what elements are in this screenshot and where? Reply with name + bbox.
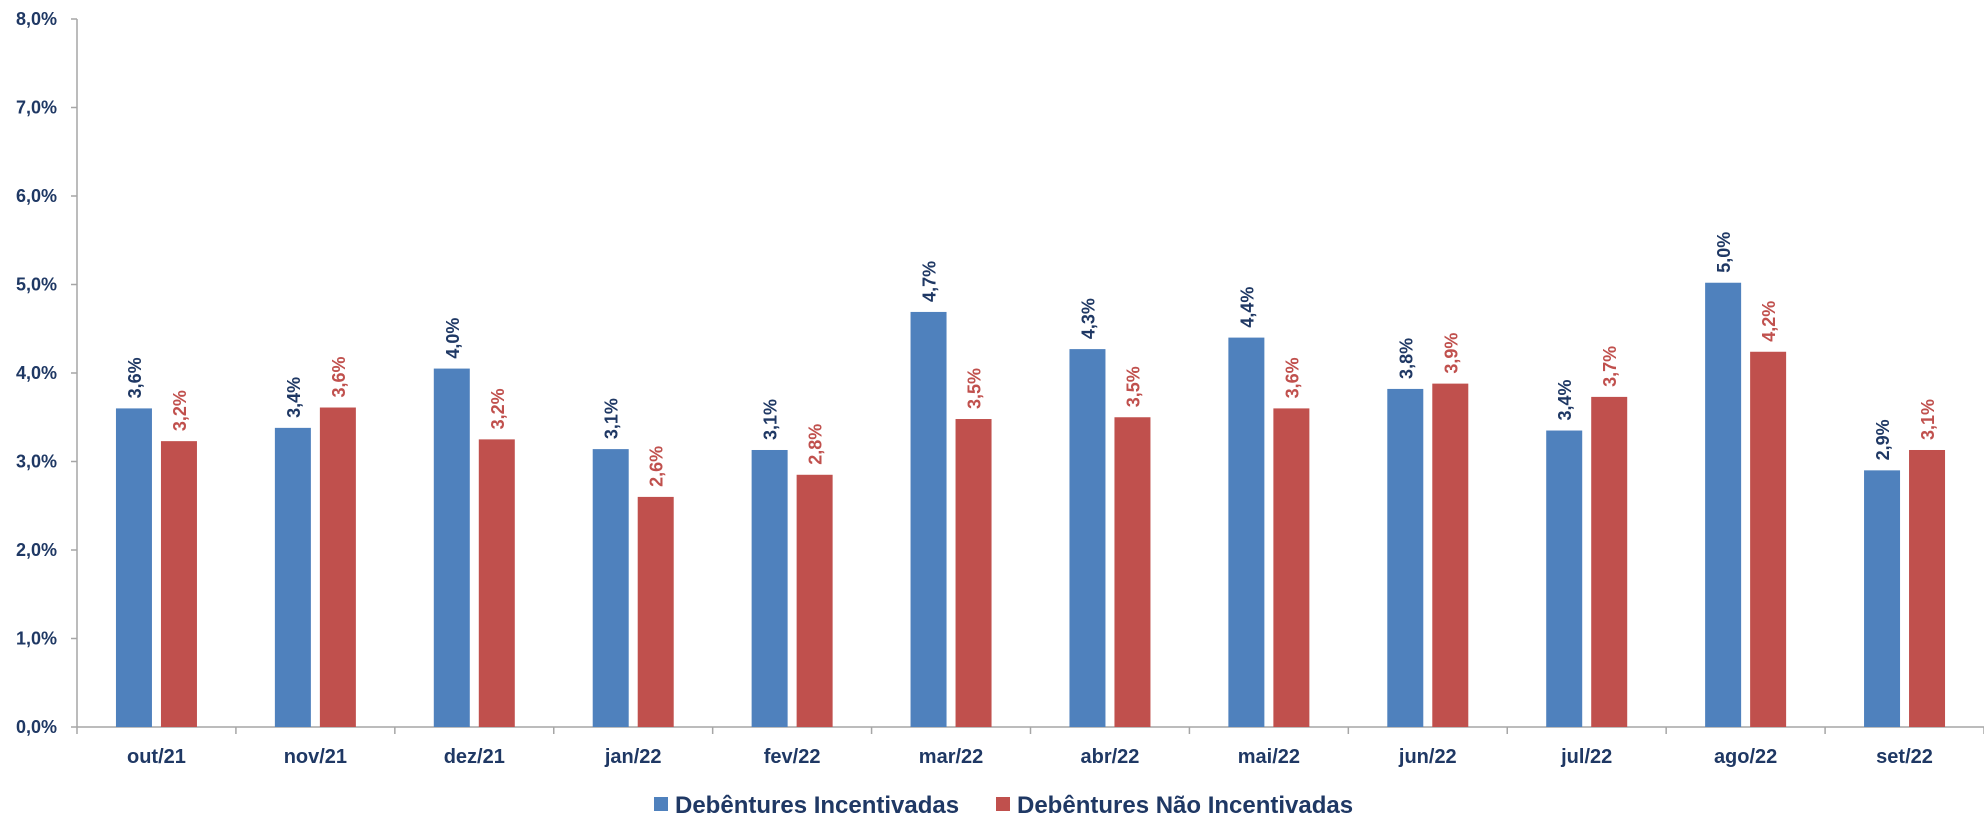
y-tick-label: 6,0%	[16, 186, 57, 206]
y-tick-label: 2,0%	[16, 540, 57, 560]
data-label: 4,4%	[1237, 287, 1257, 328]
x-tick-label: mai/22	[1238, 746, 1300, 768]
data-label: 4,2%	[1759, 301, 1779, 342]
data-label: 2,8%	[806, 424, 826, 465]
data-label: 3,6%	[1282, 357, 1302, 398]
x-axis: out/21 nov/21 dez/21 jan/22 fev/22 mar/22 abr/…	[76, 726, 1984, 768]
bar	[955, 419, 992, 727]
legend-label: Debêntures Não Incentivadas	[1017, 792, 1353, 818]
bar	[637, 496, 674, 727]
data-label: 3,6%	[125, 357, 145, 398]
bar	[319, 407, 356, 727]
x-tick-label: jul/22	[1560, 746, 1612, 768]
data-label: 3,4%	[1555, 379, 1575, 420]
data-label: 3,8%	[1396, 338, 1416, 379]
data-label: 4,3%	[1078, 298, 1098, 339]
x-tick-label: mar/22	[919, 746, 984, 768]
x-tick-label: out/21	[127, 746, 186, 768]
bar	[1864, 470, 1901, 727]
bar	[1909, 449, 1946, 727]
bar	[274, 427, 311, 727]
data-label: 3,4%	[284, 377, 304, 418]
data-label: 3,2%	[488, 388, 508, 429]
bar	[1750, 351, 1787, 727]
bar	[1228, 337, 1265, 727]
x-tick-label: ago/22	[1714, 746, 1777, 768]
y-tick-label: 1,0%	[16, 629, 57, 649]
legend-swatch	[654, 797, 668, 811]
x-tick-label: nov/21	[284, 746, 347, 768]
y-tick-label: 7,0%	[16, 98, 57, 118]
bar	[1432, 383, 1469, 727]
data-label: 4,0%	[443, 318, 463, 359]
x-tick-label: fev/22	[764, 746, 821, 768]
data-label: 3,1%	[1918, 399, 1938, 440]
y-tick-label: 8,0%	[16, 9, 57, 29]
bar	[433, 368, 470, 727]
data-label: 3,5%	[965, 368, 985, 409]
bar	[751, 449, 788, 727]
x-tick-label: jun/22	[1398, 746, 1457, 768]
data-label: 3,1%	[761, 399, 781, 440]
data-label: 3,7%	[1600, 346, 1620, 387]
y-axis: 0,0% 1,0% 2,0% 3,0% 4,0% 5,0% 6,0% 7,0% 8,0%	[16, 9, 78, 737]
legend-label: Debêntures Incentivadas	[675, 792, 959, 818]
bar	[1546, 430, 1583, 727]
x-tick-label: dez/21	[444, 746, 505, 768]
data-label: 2,9%	[1873, 419, 1893, 460]
x-tick-label: set/22	[1876, 746, 1933, 768]
bar	[1705, 282, 1742, 727]
y-tick-label: 5,0%	[16, 275, 57, 295]
data-label: 3,6%	[329, 356, 349, 397]
y-tick-label: 4,0%	[16, 363, 57, 383]
bar	[478, 439, 515, 727]
bars	[115, 282, 1946, 727]
data-label: 4,7%	[920, 261, 940, 302]
bar	[592, 449, 629, 727]
bar	[160, 441, 197, 727]
legend-swatch	[996, 797, 1010, 811]
bar	[796, 474, 833, 727]
bar	[1069, 349, 1106, 727]
x-tick-label: jan/22	[604, 746, 662, 768]
legend: Debêntures Incentivadas Debêntures Não In…	[654, 792, 1353, 818]
data-labels: 3,6% 3,4% 4,0% 3,1% 3,1% 4,7% 4,3% 4,4% 3,8% 3,4%…	[125, 232, 1938, 487]
y-tick-label: 3,0%	[16, 452, 57, 472]
y-tick-label: 0,0%	[16, 717, 57, 737]
data-label: 2,6%	[647, 446, 667, 487]
bar	[1387, 388, 1424, 727]
data-label: 3,5%	[1123, 366, 1143, 407]
bar	[1591, 396, 1628, 727]
bar	[115, 408, 152, 727]
data-label: 5,0%	[1714, 232, 1734, 273]
data-label: 3,1%	[602, 398, 622, 439]
bar	[1273, 408, 1310, 727]
x-tick-label: abr/22	[1080, 746, 1139, 768]
data-label: 3,9%	[1441, 333, 1461, 374]
bar	[910, 311, 947, 727]
bar	[1114, 417, 1151, 727]
data-label: 3,2%	[170, 390, 190, 431]
